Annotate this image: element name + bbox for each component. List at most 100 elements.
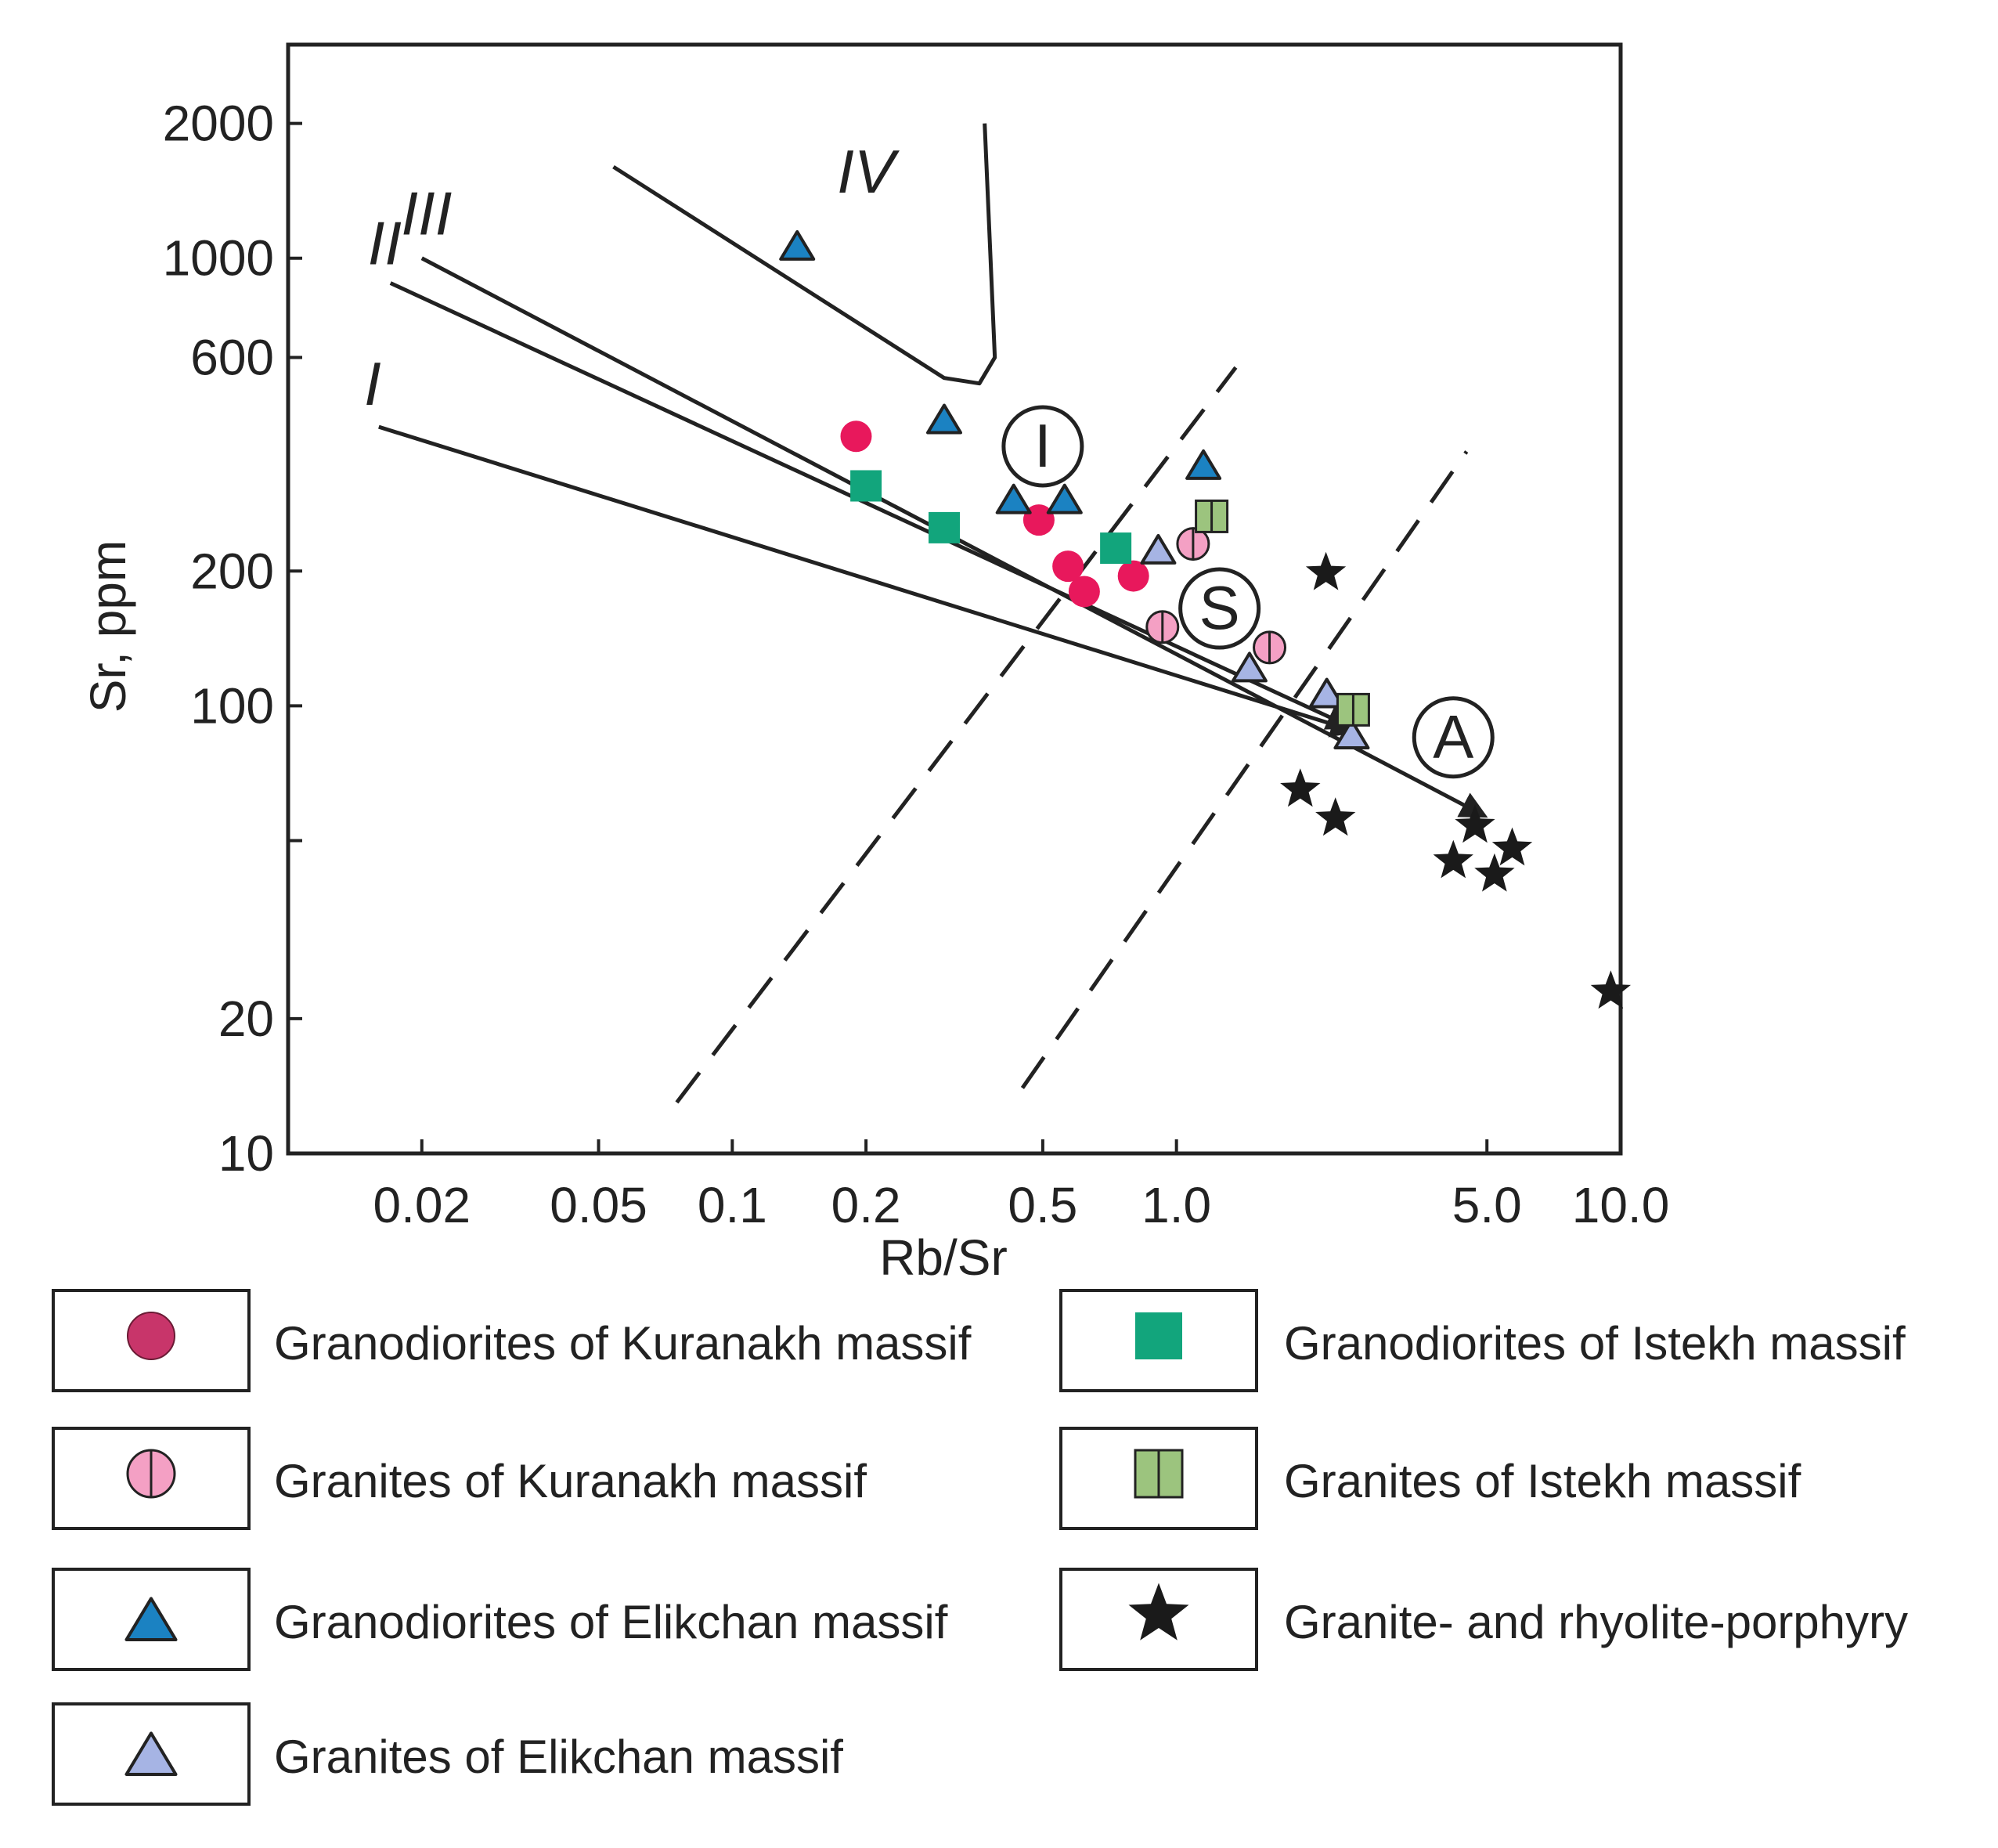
point-s3-3-shape (995, 483, 1032, 514)
point-s7-4 (1455, 804, 1495, 843)
point-s7-6 (1433, 839, 1473, 879)
x-tick-label: 0.02 (373, 1177, 471, 1233)
point-s1-1 (840, 420, 872, 453)
legend-label-6: Granites of Istekh massif (1284, 1455, 1801, 1507)
point-s2-1 (1176, 527, 1210, 561)
x-tick-label: 0.2 (831, 1177, 901, 1233)
y-tick-label: 100 (190, 677, 274, 734)
point-s4-1 (1140, 533, 1177, 565)
legend-marker-1 (127, 1312, 175, 1360)
point-s2-3 (1253, 630, 1287, 665)
trend-label-IV: IV (837, 137, 900, 206)
trend-line-IV (612, 123, 997, 386)
point-s7-5 (1491, 827, 1533, 866)
x-tick-label: 0.1 (698, 1177, 767, 1233)
zone-circle-S (1178, 567, 1261, 650)
zone-circle-I (1001, 405, 1084, 488)
point-s1-3 (1052, 550, 1084, 583)
dashed-boundary-1 (675, 366, 1238, 1104)
point-s4-3 (1308, 677, 1345, 709)
point-s1-4 (1068, 576, 1100, 608)
data-points (779, 229, 1631, 1009)
point-s7-4-shape (1455, 804, 1495, 843)
point-s3-2-shape (926, 403, 963, 435)
legend-marker-4-shape (124, 1731, 178, 1776)
y-tick-label: 20 (218, 991, 274, 1047)
point-s7-6-shape (1433, 839, 1473, 879)
point-s7-2 (1280, 768, 1321, 807)
plot-frame (286, 42, 1623, 1156)
point-s7-3 (1315, 797, 1356, 836)
point-s3-1 (779, 229, 816, 261)
legend-marker-1-shape (127, 1312, 175, 1360)
legend-label-5: Granodiorites of Istekh massif (1284, 1317, 1906, 1370)
y-tick-label: 2000 (163, 96, 274, 152)
legend-label-4: Granites of Elikchan massif (274, 1731, 843, 1783)
point-s7-2-shape (1280, 768, 1321, 807)
y-tick-label: 1000 (163, 230, 274, 287)
trend-line-I (378, 424, 1359, 738)
point-s1-3-shape (1052, 550, 1084, 583)
point-s6-1 (1195, 499, 1229, 533)
trend-label-III: III (401, 179, 452, 247)
point-s7-8 (1590, 970, 1631, 1009)
dashed-boundary-2 (1020, 450, 1469, 1089)
trend-line-II (389, 281, 1354, 730)
zone-circle-A (1412, 696, 1495, 779)
axis-ticks: 0.02 0.05 0.1 0.2 0.5 1.0 5.0 10.0 10 20 100 200 600… (163, 96, 1670, 1233)
point-s4-2 (1231, 651, 1268, 683)
point-s7-7-shape (1474, 853, 1515, 892)
trend-label-II: II (368, 208, 402, 277)
x-tick-label: 0.5 (1008, 1177, 1077, 1233)
point-s7-1-shape (1305, 551, 1347, 590)
legend-label-2: Granites of Kuranakh massif (274, 1455, 867, 1507)
point-s5-1 (850, 470, 882, 502)
point-s5-3-shape (1100, 532, 1132, 565)
point-s5-3 (1100, 532, 1132, 565)
trend-label-I: I (364, 349, 381, 418)
legend-marker-7 (1128, 1583, 1189, 1640)
point-s3-5 (1185, 449, 1222, 480)
point-s3-5-shape (1185, 449, 1222, 480)
y-tick-label: 600 (190, 330, 274, 386)
x-axis-label: Rb/Sr (879, 1229, 1008, 1286)
legend-marker-7-shape (1128, 1583, 1189, 1640)
point-s4-4-shape (1333, 719, 1370, 750)
point-s3-4 (1046, 483, 1083, 514)
y-tick-label: 200 (190, 543, 274, 599)
legend: Granodiorites of Kuranakh massif Granites… (52, 1289, 1908, 1806)
legend-box-2 (52, 1427, 251, 1530)
point-s7-3-shape (1315, 797, 1356, 836)
point-s1-1-shape (840, 420, 872, 453)
point-s7-7 (1474, 853, 1515, 892)
point-s7-8-shape (1590, 970, 1631, 1009)
legend-marker-2 (126, 1449, 176, 1499)
point-s7-1 (1305, 551, 1347, 590)
point-s6-2 (1336, 692, 1370, 727)
point-s1-5 (1117, 560, 1149, 592)
point-s3-1-shape (779, 229, 816, 261)
legend-label-3: Granodiorites of Elikchan massif (274, 1596, 948, 1648)
point-s4-1-shape (1140, 533, 1177, 565)
x-tick-label: 1.0 (1141, 1177, 1211, 1233)
legend-label-1: Granodiorites of Kuranakh massif (274, 1317, 972, 1370)
point-s5-1-shape (850, 470, 882, 502)
point-s7-5-shape (1491, 827, 1533, 866)
point-s5-2-shape (929, 511, 961, 543)
point-s4-2-shape (1231, 651, 1268, 683)
point-s2-2 (1145, 610, 1180, 644)
legend-marker-5-shape (1135, 1312, 1182, 1359)
point-s1-5-shape (1117, 560, 1149, 592)
point-s4-4 (1333, 719, 1370, 750)
legend-label-7: Granite- and rhyolite-porphyry (1284, 1596, 1908, 1648)
point-s3-4-shape (1046, 483, 1083, 514)
legend-marker-3 (124, 1597, 178, 1641)
zone-label-S: S (1199, 573, 1240, 642)
x-tick-label: 5.0 (1452, 1177, 1522, 1233)
point-s4-3-shape (1308, 677, 1345, 709)
legend-marker-5 (1135, 1312, 1182, 1359)
legend-marker-4 (124, 1731, 178, 1776)
y-axis-label: Sr, ppm (80, 540, 136, 713)
zone-label-I: I (1034, 411, 1051, 480)
